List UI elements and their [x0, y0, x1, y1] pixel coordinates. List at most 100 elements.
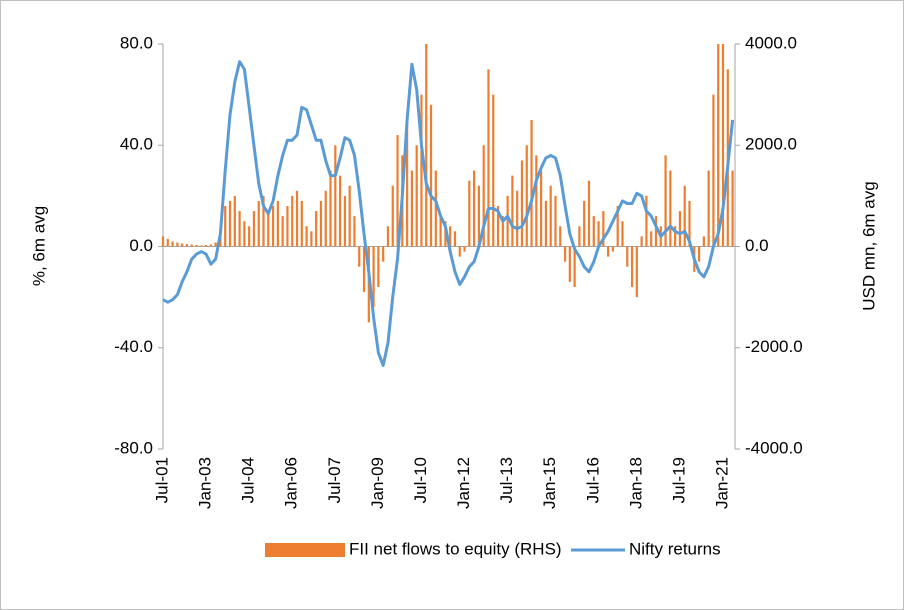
bar	[707, 170, 710, 247]
bar	[477, 185, 480, 247]
bar	[362, 246, 366, 293]
bar	[257, 200, 260, 247]
bar	[415, 145, 418, 247]
bar	[353, 216, 356, 247]
x-tick-label: Jul-10	[411, 457, 430, 503]
bar	[214, 242, 217, 247]
y-tick-label: -40.0	[114, 337, 153, 356]
bar	[635, 246, 638, 298]
x-tick-label: Jul-19	[669, 457, 688, 503]
bar	[721, 44, 725, 247]
bar	[276, 200, 279, 247]
bar	[482, 145, 485, 247]
y-tick-label: 80.0	[120, 33, 153, 52]
bar	[453, 231, 457, 247]
bar	[391, 185, 394, 247]
bar	[406, 119, 409, 247]
x-tick-label: Jan-21	[712, 457, 731, 509]
bar	[171, 241, 174, 247]
bar	[559, 226, 562, 247]
x-tick-label: Jan-12	[454, 457, 473, 509]
bar	[597, 221, 600, 247]
bar	[544, 200, 548, 247]
bar	[382, 246, 385, 262]
x-tick-label: Jan-15	[540, 457, 559, 509]
bar	[640, 236, 643, 247]
bar	[487, 69, 490, 247]
bar	[664, 155, 667, 247]
y2-tick-label: 0.0	[745, 236, 769, 255]
bar	[717, 44, 720, 247]
bar	[492, 94, 495, 247]
bar	[372, 246, 375, 308]
bar	[295, 190, 299, 247]
y2-tick-label: 2000.0	[745, 135, 797, 154]
bar	[358, 246, 361, 267]
bar	[592, 216, 595, 247]
bar	[630, 246, 634, 287]
bar	[583, 200, 586, 247]
bar	[511, 175, 514, 247]
bar	[568, 246, 571, 282]
bar	[334, 145, 337, 247]
bar	[425, 44, 428, 247]
bar	[228, 200, 232, 247]
bar	[224, 206, 227, 247]
bar	[348, 185, 351, 247]
bar	[195, 244, 198, 247]
legend-swatch	[265, 543, 345, 557]
bar	[252, 211, 256, 247]
x-tick-label: Jan-09	[368, 457, 387, 509]
bar	[190, 244, 193, 247]
legend-label: Nifty returns	[629, 539, 721, 558]
y2-tick-label: -4000.0	[745, 438, 803, 457]
bar	[540, 170, 543, 247]
bar	[267, 211, 270, 247]
bar	[329, 170, 332, 247]
x-tick-label: Jul-04	[239, 457, 258, 503]
bar	[669, 170, 672, 247]
x-tick-label: Jul-16	[583, 457, 602, 503]
bar	[338, 175, 342, 247]
bar	[626, 246, 629, 267]
bar	[525, 145, 528, 247]
bar	[554, 195, 557, 247]
y-axis-label: %, 6m avg	[29, 206, 48, 286]
bar	[621, 221, 624, 247]
bar	[616, 206, 619, 247]
legend-label: FII net flows to equity (RHS)	[349, 539, 562, 558]
x-tick-label: Jan-18	[626, 457, 645, 509]
bar	[702, 236, 705, 247]
bar	[300, 200, 303, 247]
bar	[587, 180, 591, 247]
bar	[549, 185, 552, 247]
bar	[473, 170, 476, 247]
y2-tick-label: -2000.0	[745, 337, 803, 356]
bar	[161, 236, 165, 247]
x-tick-label: Jan-06	[282, 457, 301, 509]
bar	[262, 195, 265, 247]
bar	[377, 246, 380, 287]
bar	[434, 170, 437, 247]
bar	[578, 226, 581, 247]
x-tick-label: Jul-07	[325, 457, 344, 503]
bar	[281, 216, 284, 247]
bar	[731, 170, 734, 247]
bar	[185, 243, 189, 247]
bar	[305, 226, 308, 247]
bar	[200, 245, 203, 247]
bar	[248, 226, 251, 247]
bar	[233, 195, 236, 247]
y2-axis-label: USD mn, 6m avg	[859, 181, 878, 310]
bar	[535, 155, 538, 247]
bar	[291, 195, 294, 247]
bar	[688, 200, 691, 247]
bar	[697, 246, 701, 262]
x-tick-label: Jul-13	[497, 457, 516, 503]
bar	[645, 195, 648, 247]
bar	[343, 195, 346, 247]
bar	[310, 231, 313, 247]
bar	[712, 94, 715, 247]
